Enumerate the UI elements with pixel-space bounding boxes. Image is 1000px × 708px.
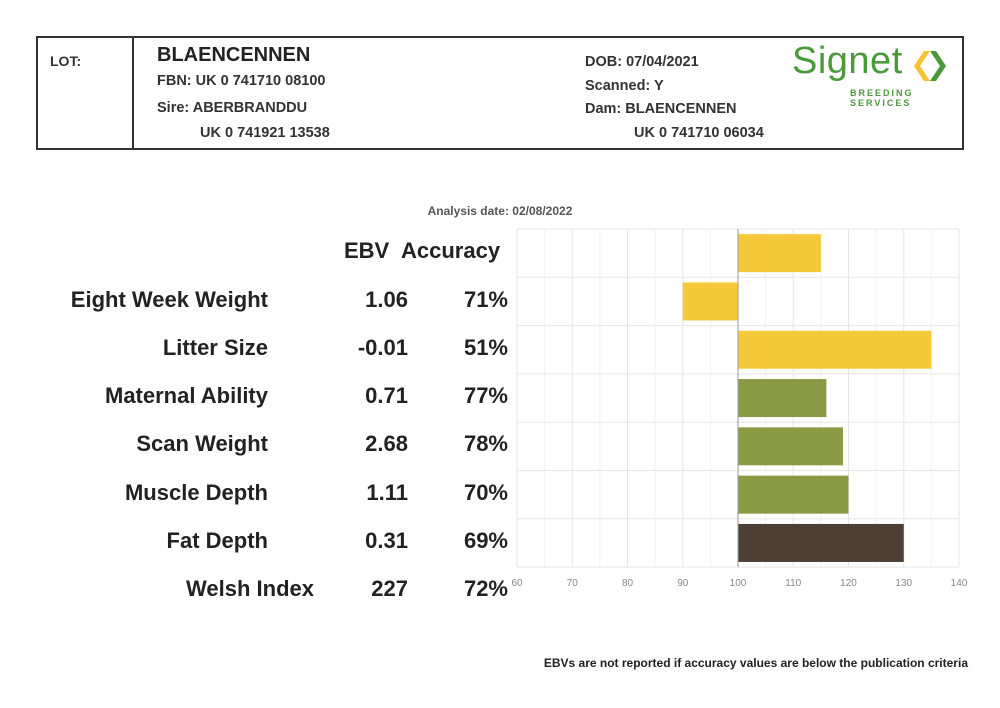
- trait-ebv: -0.01: [357, 335, 408, 360]
- trait-accuracy: 77%: [463, 383, 508, 408]
- ebv-bar: [738, 234, 821, 273]
- date-of-birth: DOB: 07/04/2021: [585, 54, 699, 70]
- ebv-bar: [738, 475, 849, 514]
- trait-row: Scan Weight 2.68 78%: [0, 421, 520, 469]
- trait-accuracy: 70%: [463, 480, 508, 505]
- x-tick-label: 80: [622, 578, 634, 589]
- trait-accuracy: 71%: [463, 287, 508, 312]
- x-tick-label: 110: [785, 578, 801, 589]
- scanned-status: Scanned: Y: [585, 78, 664, 94]
- x-tick-label: 130: [895, 578, 912, 589]
- trait-accuracy: 78%: [463, 431, 508, 456]
- trait-ebv: 0.31: [365, 528, 408, 553]
- trait-accuracy: 51%: [463, 335, 508, 360]
- ebv-bar: [738, 379, 827, 418]
- trait-name: Fat Depth: [166, 528, 268, 553]
- fbn-number: FBN: UK 0 741710 08100: [157, 73, 326, 89]
- trait-row: Eight Week Weight 1.06 71%: [0, 277, 520, 325]
- trait-row: Litter Size -0.01 51%: [0, 325, 520, 373]
- index-row: Welsh Index 227 72%: [0, 566, 520, 614]
- logo-chevrons-icon: [914, 51, 946, 81]
- ebv-column-header: EBV: [344, 238, 390, 263]
- x-tick-label: 100: [730, 578, 747, 589]
- index-name: Welsh Index: [186, 576, 314, 601]
- signet-logo: Signet BREEDING SERVICES: [792, 40, 962, 108]
- lot-label: LOT:: [50, 53, 82, 69]
- trait-row: Muscle Depth 1.11 70%: [0, 470, 520, 518]
- trait-name: Scan Weight: [136, 431, 268, 456]
- x-tick-label: 60: [511, 578, 523, 589]
- index-value: 227: [371, 576, 408, 601]
- logo-subtitle: BREEDING SERVICES: [850, 88, 914, 108]
- trait-name: Litter Size: [162, 335, 268, 360]
- header-divider: [132, 38, 134, 148]
- animal-info-box: LOT: BLAENCENNEN FBN: UK 0 741710 08100 …: [36, 36, 964, 150]
- ebv-bar: [738, 427, 843, 466]
- logo-wordmark: Signet: [792, 40, 903, 82]
- trait-name: Eight Week Weight: [70, 287, 268, 312]
- dam-id: UK 0 741710 06034: [634, 125, 764, 141]
- trait-name: Maternal Ability: [105, 383, 268, 408]
- trait-accuracy: 69%: [463, 528, 508, 553]
- dam-name: Dam: BLAENCENNEN: [585, 101, 737, 117]
- ebv-bar: [738, 523, 904, 562]
- trait-row: Fat Depth 0.31 69%: [0, 518, 520, 566]
- trait-ebv: 2.68: [365, 431, 408, 456]
- accuracy-column-header: Accuracy: [401, 238, 501, 263]
- x-tick-label: 70: [567, 578, 579, 589]
- trait-ebv: 1.11: [366, 480, 408, 505]
- animal-name: BLAENCENNEN: [157, 44, 311, 66]
- trait-ebv: 1.06: [365, 287, 408, 312]
- ebv-bar: [682, 282, 738, 321]
- trait-row: Maternal Ability 0.71 77%: [0, 373, 520, 421]
- x-tick-label: 90: [677, 578, 689, 589]
- publication-footnote: EBVs are not reported if accuracy values…: [543, 656, 968, 670]
- index-accuracy: 72%: [463, 576, 508, 601]
- trait-ebv: 0.71: [365, 383, 408, 408]
- ebv-bar: [738, 330, 932, 369]
- sire-name: Sire: ABERBRANDDU: [157, 100, 308, 116]
- analysis-date: Analysis date: 02/08/2022: [427, 204, 573, 218]
- trait-name: Muscle Depth: [124, 480, 268, 505]
- sire-id: UK 0 741921 13538: [200, 125, 330, 141]
- x-tick-label: 120: [840, 578, 857, 589]
- x-tick-label: 140: [951, 578, 968, 589]
